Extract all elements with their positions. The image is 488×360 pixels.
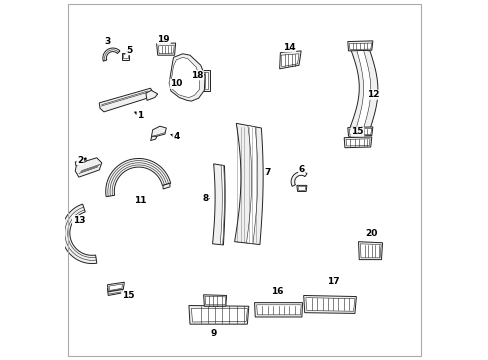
Polygon shape: [347, 127, 372, 136]
Polygon shape: [180, 74, 190, 87]
Text: 12: 12: [366, 90, 378, 99]
Text: 19: 19: [157, 35, 170, 44]
Polygon shape: [348, 43, 371, 49]
Text: 2: 2: [77, 156, 83, 165]
Polygon shape: [344, 137, 371, 148]
Polygon shape: [150, 136, 157, 140]
Polygon shape: [303, 296, 356, 314]
Polygon shape: [99, 88, 154, 112]
Polygon shape: [188, 306, 248, 324]
Text: 7: 7: [264, 168, 270, 177]
Polygon shape: [107, 286, 123, 296]
Polygon shape: [107, 282, 124, 292]
Text: 6: 6: [298, 165, 305, 174]
Polygon shape: [358, 242, 382, 260]
Polygon shape: [156, 43, 175, 55]
Polygon shape: [105, 158, 170, 197]
Polygon shape: [158, 45, 174, 54]
Polygon shape: [151, 126, 166, 138]
Polygon shape: [349, 48, 377, 129]
Text: 10: 10: [170, 80, 182, 89]
Polygon shape: [356, 49, 370, 129]
Polygon shape: [279, 51, 301, 69]
Text: 3: 3: [104, 37, 110, 46]
Polygon shape: [297, 186, 305, 190]
Polygon shape: [123, 54, 127, 58]
Polygon shape: [254, 303, 302, 317]
Polygon shape: [204, 296, 225, 305]
Text: 14: 14: [283, 43, 295, 52]
Text: 11: 11: [133, 196, 146, 205]
Text: 5: 5: [125, 46, 132, 55]
Text: 20: 20: [365, 229, 377, 238]
Polygon shape: [75, 158, 86, 166]
Polygon shape: [75, 158, 102, 177]
Polygon shape: [169, 54, 204, 101]
Polygon shape: [212, 164, 224, 245]
Text: 16: 16: [271, 287, 283, 296]
Text: 18: 18: [190, 71, 203, 80]
Text: 17: 17: [326, 276, 339, 285]
Polygon shape: [220, 165, 224, 245]
Polygon shape: [109, 284, 122, 291]
Polygon shape: [296, 185, 306, 192]
Polygon shape: [290, 172, 306, 186]
Polygon shape: [305, 298, 354, 311]
Polygon shape: [234, 123, 263, 244]
Polygon shape: [347, 41, 372, 51]
Polygon shape: [171, 57, 199, 98]
Text: 4: 4: [173, 132, 179, 141]
Polygon shape: [246, 126, 257, 244]
Polygon shape: [61, 204, 97, 264]
Polygon shape: [191, 309, 247, 322]
Polygon shape: [145, 90, 158, 100]
Polygon shape: [203, 295, 226, 306]
Polygon shape: [188, 69, 210, 91]
Text: 15: 15: [350, 127, 363, 136]
Polygon shape: [191, 72, 207, 89]
Text: 8: 8: [202, 194, 208, 203]
Polygon shape: [346, 139, 369, 146]
Polygon shape: [184, 76, 189, 85]
Text: 9: 9: [210, 329, 217, 338]
Polygon shape: [348, 129, 371, 135]
Polygon shape: [360, 244, 380, 258]
Text: 13: 13: [72, 216, 85, 225]
Polygon shape: [122, 53, 129, 60]
Text: 15: 15: [122, 291, 134, 300]
Polygon shape: [163, 183, 170, 189]
Text: 1: 1: [137, 111, 143, 120]
Polygon shape: [102, 48, 120, 61]
Polygon shape: [281, 54, 298, 67]
Polygon shape: [256, 305, 301, 315]
